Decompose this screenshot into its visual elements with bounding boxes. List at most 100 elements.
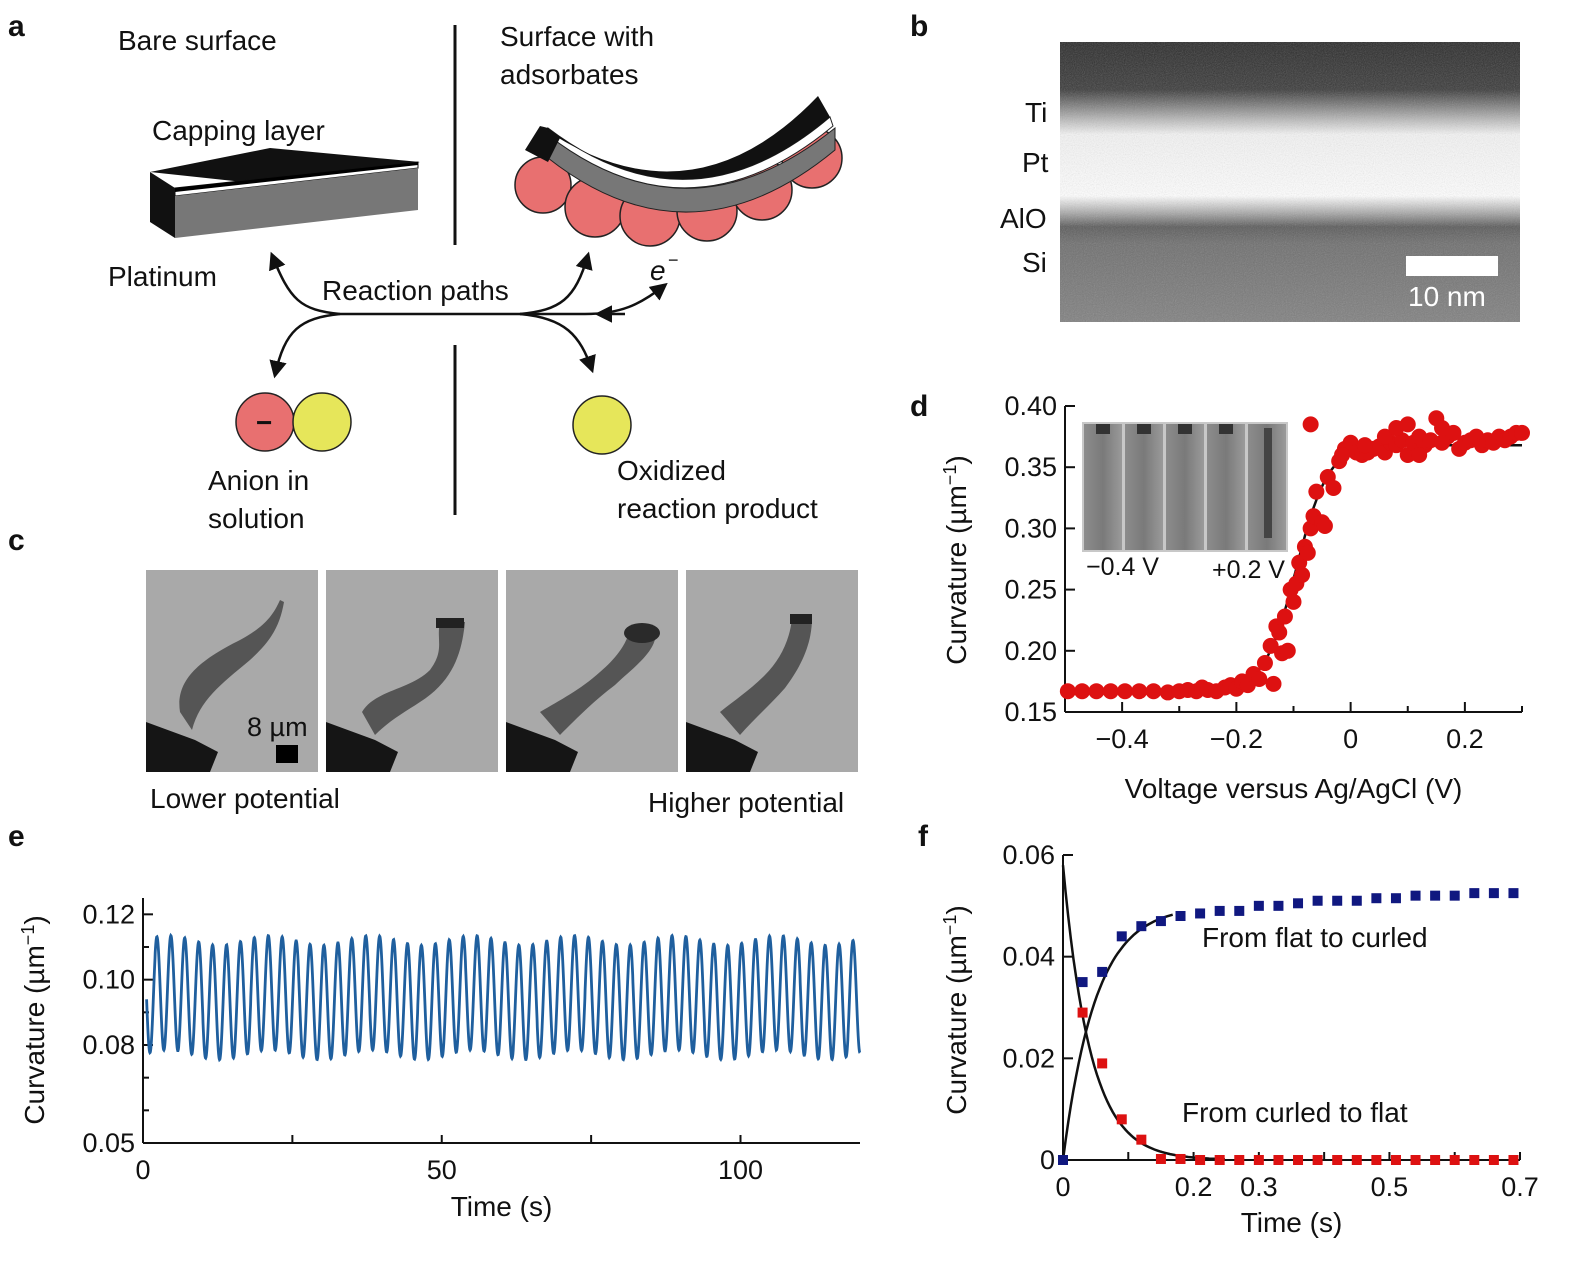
data-point	[1256, 655, 1273, 672]
flat-to-curled-label: From flat to curled	[1202, 922, 1428, 953]
flat-to-curled-point	[1195, 908, 1206, 919]
y-tick-label: 0.12	[82, 899, 135, 929]
curled-to-flat-point	[1293, 1155, 1304, 1165]
curled-to-flat-point	[1371, 1155, 1382, 1165]
y-axis-label: Curvature (µm−1)	[18, 915, 50, 1124]
flat-to-curled-point	[1273, 900, 1284, 911]
flat-to-curled-point	[1234, 905, 1245, 916]
x-tick-label: 0	[1343, 724, 1358, 754]
curled-to-flat-point	[1488, 1155, 1499, 1165]
x-tick-label: 0.2	[1175, 1172, 1213, 1202]
reaction-arrows	[269, 251, 668, 379]
panel-b: b Ti Pt AlO Si 10 nm	[910, 10, 1520, 322]
y-tick-label: 0.08	[82, 1030, 135, 1060]
curled-to-flat-point	[1410, 1155, 1421, 1165]
inset-right-label: +0.2 V	[1212, 556, 1285, 584]
panel-e-chart: e 0.05 0.08 0.10 0.12 0 50 100 Time (s) Curvatur…	[8, 820, 862, 1222]
flat-to-curled-point	[1077, 977, 1088, 988]
y-tick-label: 0.10	[82, 965, 135, 995]
anion-label-line1: Anion in	[208, 465, 309, 496]
flat-cantilever	[150, 148, 420, 238]
curled-to-flat-point	[1214, 1155, 1225, 1165]
flat-to-curled-point	[1253, 900, 1264, 911]
flat-to-curled-point	[1449, 890, 1460, 901]
y-tick-label: 0.25	[1004, 575, 1057, 605]
curled-to-flat-point	[1195, 1155, 1206, 1165]
data-point	[1131, 683, 1148, 700]
flat-to-curled-point	[1155, 916, 1166, 927]
data-point	[1294, 566, 1311, 583]
oscillation-line	[145, 932, 862, 1063]
data-point	[1399, 446, 1416, 463]
flat-to-curled-point	[1136, 921, 1147, 932]
flat-to-curled-point	[1430, 890, 1441, 901]
data-point	[1074, 683, 1091, 700]
data-point	[1271, 624, 1288, 641]
y-tick-label: 0.20	[1004, 636, 1057, 666]
data-point	[1434, 420, 1451, 437]
x-tick-label: 50	[427, 1155, 457, 1185]
x-tick-label: 0	[1055, 1172, 1070, 1202]
curled-to-flat-point	[1390, 1155, 1401, 1165]
data-point	[1279, 642, 1296, 659]
data-point	[1088, 683, 1105, 700]
anion-partner-sphere	[292, 392, 352, 452]
micrograph-frame-1	[146, 570, 318, 772]
curled-to-flat-point	[1332, 1155, 1343, 1165]
x-axis-label: Voltage versus Ag/AgCl (V)	[1125, 773, 1463, 804]
higher-potential-label: Higher potential	[648, 787, 844, 818]
electron-label: e	[650, 255, 666, 286]
oxidized-product-sphere	[572, 395, 632, 455]
data-point	[1102, 683, 1119, 700]
flat-to-curled-point	[1332, 895, 1343, 906]
layer-label-alo: AlO	[1000, 203, 1047, 234]
curled-to-flat-point	[1175, 1153, 1186, 1164]
data-point	[1251, 670, 1268, 687]
micrograph-frame-3	[506, 570, 678, 772]
flat-to-curled-point	[1312, 895, 1323, 906]
panel-label-f: f	[918, 820, 929, 853]
panel-label-a: a	[8, 10, 25, 43]
y-tick-label: 0.06	[1002, 840, 1055, 870]
data-point	[1276, 608, 1293, 625]
flat-to-curled-point	[1390, 893, 1401, 904]
curled-to-flat-point	[1449, 1155, 1460, 1165]
curled-to-flat-point	[1097, 1058, 1108, 1069]
oxidized-label-line2: reaction product	[617, 493, 818, 524]
electron-superscript: −	[668, 250, 679, 270]
y-tick-label: 0.35	[1004, 452, 1057, 482]
flat-to-curled-point	[1469, 888, 1480, 899]
data-point	[1285, 593, 1302, 610]
flat-to-curled-point	[1214, 905, 1225, 916]
curled-cantilever	[514, 96, 843, 247]
data-point	[1308, 483, 1325, 500]
reaction-paths-label: Reaction paths	[322, 275, 509, 306]
tem-noise	[1060, 42, 1520, 322]
y-tick-label: 0.05	[82, 1128, 135, 1158]
y-tick-label: 0.04	[1002, 942, 1055, 972]
data-point	[1302, 416, 1319, 433]
curled-to-flat-point	[1430, 1155, 1441, 1165]
x-tick-label: 0.3	[1240, 1172, 1278, 1202]
curled-to-flat-point	[1136, 1134, 1147, 1145]
x-tick-label: 0	[135, 1155, 150, 1185]
curled-to-flat-point	[1351, 1155, 1362, 1165]
micrograph-frame-2	[326, 570, 498, 772]
panel-label-b: b	[910, 10, 928, 43]
data-point	[1514, 424, 1530, 441]
tem-scale-label: 10 nm	[1408, 281, 1486, 312]
panel-label-d: d	[910, 390, 928, 423]
flat-to-curled-point	[1351, 895, 1362, 906]
panel-f-chart: f 0 0.02 0.04 0.06 0 0.2 0.3 0.5 0.7 Time (s) Curv…	[918, 820, 1539, 1238]
y-tick-label: 0	[1040, 1145, 1055, 1175]
tem-scale-bar	[1406, 256, 1498, 276]
micrograph-scale-label: 8 µm	[247, 712, 308, 742]
curled-to-flat-point	[1253, 1155, 1264, 1165]
flat-to-curled-point	[1097, 966, 1108, 977]
data-point	[1334, 446, 1351, 463]
layer-label-si: Si	[1022, 247, 1047, 278]
anion-charge: −	[256, 407, 272, 438]
flat-to-curled-point	[1116, 931, 1127, 942]
flat-to-curled-point	[1410, 890, 1421, 901]
